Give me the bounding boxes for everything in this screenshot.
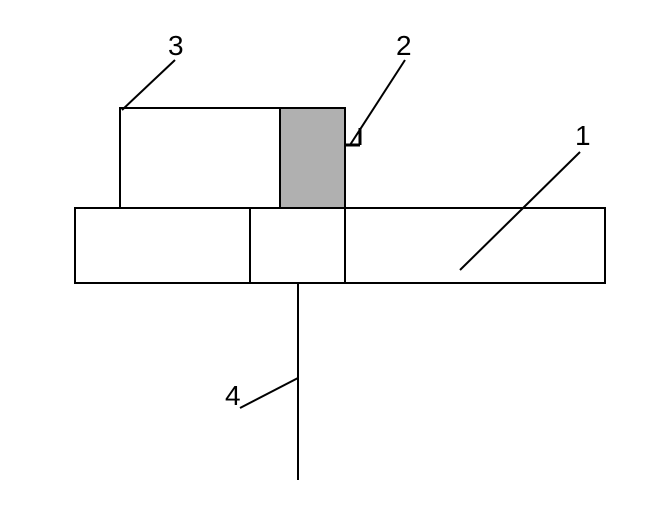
label-2: 2 — [396, 30, 412, 62]
shaded-block — [280, 108, 345, 208]
leader-4-line — [240, 378, 298, 408]
leader-3-line — [122, 60, 175, 110]
diagram-svg — [0, 0, 669, 502]
label-1: 1 — [575, 120, 591, 152]
label-4: 4 — [225, 380, 241, 412]
label-3: 3 — [168, 30, 184, 62]
diagram-container: 1 2 3 4 — [0, 0, 669, 502]
base-plate — [75, 208, 605, 283]
leader-2-line — [350, 60, 405, 145]
